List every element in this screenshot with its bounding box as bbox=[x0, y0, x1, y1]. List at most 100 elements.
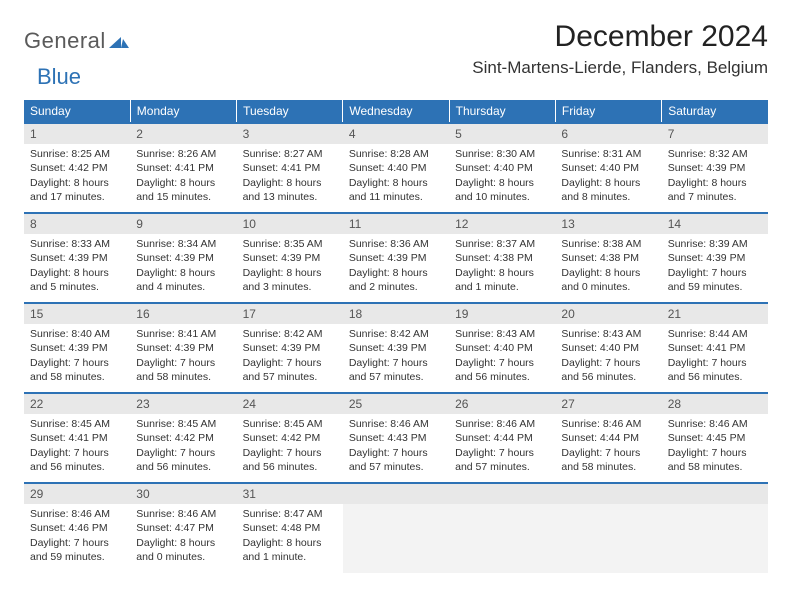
day-number: 26 bbox=[449, 394, 555, 414]
empty-day bbox=[449, 484, 555, 504]
sunrise-line: Sunrise: 8:33 AM bbox=[30, 237, 124, 251]
day-details: Sunrise: 8:42 AMSunset: 4:39 PMDaylight:… bbox=[343, 324, 449, 388]
sunset-line: Sunset: 4:43 PM bbox=[349, 431, 443, 445]
day-details: Sunrise: 8:25 AMSunset: 4:42 PMDaylight:… bbox=[24, 144, 130, 208]
day-details: Sunrise: 8:47 AMSunset: 4:48 PMDaylight:… bbox=[237, 504, 343, 568]
day-number: 28 bbox=[662, 394, 768, 414]
calendar-day-cell: 25Sunrise: 8:46 AMSunset: 4:43 PMDayligh… bbox=[343, 393, 449, 483]
sunrise-line: Sunrise: 8:46 AM bbox=[561, 417, 655, 431]
daylight-line: Daylight: 8 hours bbox=[668, 176, 762, 190]
sunrise-line: Sunrise: 8:46 AM bbox=[30, 507, 124, 521]
empty-day bbox=[555, 484, 661, 504]
daylight-line: Daylight: 7 hours bbox=[455, 356, 549, 370]
daylight-minutes-line: and 13 minutes. bbox=[243, 190, 337, 204]
daylight-line: Daylight: 8 hours bbox=[136, 176, 230, 190]
daylight-line: Daylight: 8 hours bbox=[30, 266, 124, 280]
daylight-line: Daylight: 7 hours bbox=[668, 266, 762, 280]
sunset-line: Sunset: 4:38 PM bbox=[561, 251, 655, 265]
daylight-minutes-line: and 56 minutes. bbox=[136, 460, 230, 474]
day-details: Sunrise: 8:45 AMSunset: 4:42 PMDaylight:… bbox=[237, 414, 343, 478]
sunrise-line: Sunrise: 8:28 AM bbox=[349, 147, 443, 161]
calendar-day-cell: 12Sunrise: 8:37 AMSunset: 4:38 PMDayligh… bbox=[449, 213, 555, 303]
daylight-line: Daylight: 7 hours bbox=[243, 356, 337, 370]
weekday-header: Tuesday bbox=[237, 100, 343, 123]
day-details: Sunrise: 8:38 AMSunset: 4:38 PMDaylight:… bbox=[555, 234, 661, 298]
calendar-day-cell: 31Sunrise: 8:47 AMSunset: 4:48 PMDayligh… bbox=[237, 483, 343, 573]
sunset-line: Sunset: 4:39 PM bbox=[349, 251, 443, 265]
daylight-minutes-line: and 8 minutes. bbox=[561, 190, 655, 204]
day-number: 25 bbox=[343, 394, 449, 414]
day-number: 14 bbox=[662, 214, 768, 234]
daylight-minutes-line: and 56 minutes. bbox=[30, 460, 124, 474]
sunrise-line: Sunrise: 8:45 AM bbox=[136, 417, 230, 431]
day-details: Sunrise: 8:42 AMSunset: 4:39 PMDaylight:… bbox=[237, 324, 343, 388]
logo-text-blue: Blue bbox=[37, 64, 81, 90]
calendar-day-cell: 1Sunrise: 8:25 AMSunset: 4:42 PMDaylight… bbox=[24, 123, 130, 213]
weekday-header: Sunday bbox=[24, 100, 130, 123]
month-title: December 2024 bbox=[472, 20, 768, 54]
daylight-minutes-line: and 7 minutes. bbox=[668, 190, 762, 204]
day-details: Sunrise: 8:26 AMSunset: 4:41 PMDaylight:… bbox=[130, 144, 236, 208]
daylight-minutes-line: and 5 minutes. bbox=[30, 280, 124, 294]
sunrise-line: Sunrise: 8:46 AM bbox=[668, 417, 762, 431]
sunrise-line: Sunrise: 8:27 AM bbox=[243, 147, 337, 161]
day-details: Sunrise: 8:30 AMSunset: 4:40 PMDaylight:… bbox=[449, 144, 555, 208]
day-details: Sunrise: 8:35 AMSunset: 4:39 PMDaylight:… bbox=[237, 234, 343, 298]
sunset-line: Sunset: 4:46 PM bbox=[30, 521, 124, 535]
daylight-minutes-line: and 58 minutes. bbox=[668, 460, 762, 474]
daylight-line: Daylight: 7 hours bbox=[668, 446, 762, 460]
daylight-line: Daylight: 8 hours bbox=[349, 266, 443, 280]
title-block: December 2024 Sint-Martens-Lierde, Fland… bbox=[472, 20, 768, 78]
day-number: 9 bbox=[130, 214, 236, 234]
empty-day bbox=[662, 484, 768, 504]
sunset-line: Sunset: 4:39 PM bbox=[668, 251, 762, 265]
daylight-line: Daylight: 8 hours bbox=[243, 536, 337, 550]
day-details: Sunrise: 8:44 AMSunset: 4:41 PMDaylight:… bbox=[662, 324, 768, 388]
daylight-line: Daylight: 8 hours bbox=[136, 266, 230, 280]
daylight-minutes-line: and 56 minutes. bbox=[243, 460, 337, 474]
daylight-line: Daylight: 7 hours bbox=[243, 446, 337, 460]
day-number: 3 bbox=[237, 124, 343, 144]
daylight-line: Daylight: 7 hours bbox=[349, 356, 443, 370]
day-number: 17 bbox=[237, 304, 343, 324]
sunset-line: Sunset: 4:41 PM bbox=[30, 431, 124, 445]
calendar-day-cell: 17Sunrise: 8:42 AMSunset: 4:39 PMDayligh… bbox=[237, 303, 343, 393]
daylight-minutes-line: and 57 minutes. bbox=[455, 460, 549, 474]
sunset-line: Sunset: 4:39 PM bbox=[668, 161, 762, 175]
calendar-day-cell: 7Sunrise: 8:32 AMSunset: 4:39 PMDaylight… bbox=[662, 123, 768, 213]
day-details: Sunrise: 8:40 AMSunset: 4:39 PMDaylight:… bbox=[24, 324, 130, 388]
daylight-minutes-line: and 57 minutes. bbox=[243, 370, 337, 384]
day-details: Sunrise: 8:36 AMSunset: 4:39 PMDaylight:… bbox=[343, 234, 449, 298]
day-details: Sunrise: 8:43 AMSunset: 4:40 PMDaylight:… bbox=[449, 324, 555, 388]
calendar-day-cell: 16Sunrise: 8:41 AMSunset: 4:39 PMDayligh… bbox=[130, 303, 236, 393]
day-details: Sunrise: 8:31 AMSunset: 4:40 PMDaylight:… bbox=[555, 144, 661, 208]
logo-mark-icon bbox=[109, 30, 129, 53]
day-number: 10 bbox=[237, 214, 343, 234]
daylight-line: Daylight: 8 hours bbox=[455, 266, 549, 280]
daylight-minutes-line: and 17 minutes. bbox=[30, 190, 124, 204]
calendar-day-cell: 13Sunrise: 8:38 AMSunset: 4:38 PMDayligh… bbox=[555, 213, 661, 303]
day-number: 22 bbox=[24, 394, 130, 414]
sunset-line: Sunset: 4:40 PM bbox=[455, 341, 549, 355]
daylight-line: Daylight: 7 hours bbox=[136, 446, 230, 460]
sunrise-line: Sunrise: 8:40 AM bbox=[30, 327, 124, 341]
sunset-line: Sunset: 4:39 PM bbox=[30, 251, 124, 265]
sunrise-line: Sunrise: 8:32 AM bbox=[668, 147, 762, 161]
day-number: 15 bbox=[24, 304, 130, 324]
daylight-minutes-line: and 59 minutes. bbox=[30, 550, 124, 564]
daylight-line: Daylight: 7 hours bbox=[668, 356, 762, 370]
day-details: Sunrise: 8:27 AMSunset: 4:41 PMDaylight:… bbox=[237, 144, 343, 208]
calendar-day-cell: 18Sunrise: 8:42 AMSunset: 4:39 PMDayligh… bbox=[343, 303, 449, 393]
day-number: 12 bbox=[449, 214, 555, 234]
sunset-line: Sunset: 4:41 PM bbox=[668, 341, 762, 355]
sunrise-line: Sunrise: 8:42 AM bbox=[349, 327, 443, 341]
day-number: 4 bbox=[343, 124, 449, 144]
daylight-line: Daylight: 8 hours bbox=[243, 266, 337, 280]
sunrise-line: Sunrise: 8:44 AM bbox=[668, 327, 762, 341]
daylight-line: Daylight: 8 hours bbox=[561, 266, 655, 280]
day-number: 2 bbox=[130, 124, 236, 144]
day-details: Sunrise: 8:46 AMSunset: 4:43 PMDaylight:… bbox=[343, 414, 449, 478]
sunset-line: Sunset: 4:48 PM bbox=[243, 521, 337, 535]
sunrise-line: Sunrise: 8:43 AM bbox=[561, 327, 655, 341]
sunset-line: Sunset: 4:44 PM bbox=[455, 431, 549, 445]
